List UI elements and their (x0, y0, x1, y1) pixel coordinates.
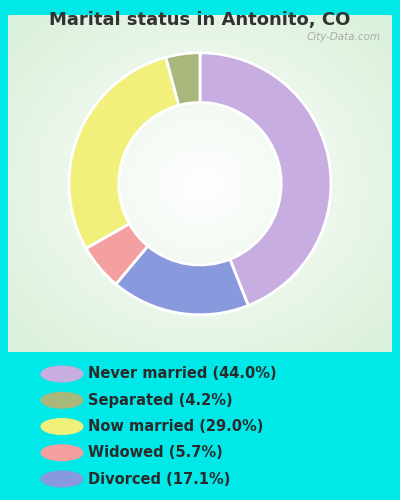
Circle shape (41, 445, 83, 460)
Text: Never married (44.0%): Never married (44.0%) (88, 366, 277, 382)
Text: Now married (29.0%): Now married (29.0%) (88, 419, 263, 434)
Text: Divorced (17.1%): Divorced (17.1%) (88, 472, 230, 486)
Text: Separated (4.2%): Separated (4.2%) (88, 393, 233, 408)
Text: City-Data.com: City-Data.com (306, 32, 380, 42)
Circle shape (41, 366, 83, 382)
Wedge shape (86, 224, 148, 284)
Circle shape (41, 471, 83, 487)
Wedge shape (116, 246, 248, 314)
Wedge shape (69, 58, 179, 248)
Wedge shape (166, 52, 200, 106)
Text: Widowed (5.7%): Widowed (5.7%) (88, 445, 223, 460)
Text: Marital status in Antonito, CO: Marital status in Antonito, CO (49, 10, 351, 29)
Circle shape (41, 418, 83, 434)
Wedge shape (200, 52, 331, 306)
Circle shape (41, 392, 83, 408)
